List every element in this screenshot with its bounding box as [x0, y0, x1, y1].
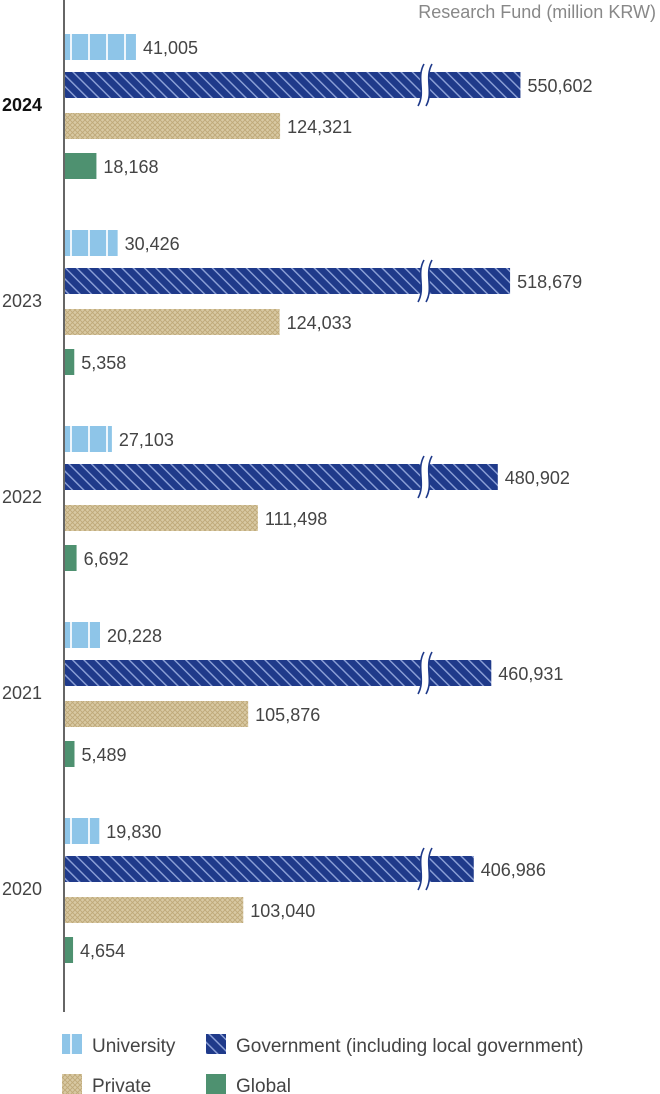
value-label-government-2024: 550,602	[527, 76, 592, 96]
year-label-2023: 2023	[2, 291, 42, 311]
axis-break-mark-2020-1	[425, 847, 433, 891]
value-label-private-2022: 111,498	[265, 509, 327, 529]
unit-label: Research Fund (million KRW)	[418, 2, 656, 22]
axis-break-mark-2021-1	[425, 651, 433, 695]
axis-break-gap-2024	[421, 66, 429, 104]
legend-label-private: Private	[92, 1076, 151, 1094]
value-label-government-2020: 406,986	[481, 860, 546, 880]
legend-label-university: University	[92, 1036, 176, 1057]
value-label-university-2021: 20,228	[107, 626, 162, 646]
bar-university-2023	[65, 230, 118, 256]
value-label-global-2022: 6,692	[84, 549, 129, 569]
axis-break-gap-2022	[421, 458, 429, 496]
bar-global-2024	[65, 153, 97, 179]
axis-break-mark-2021-0	[417, 651, 425, 695]
bar-global-2022	[65, 545, 77, 571]
value-label-government-2021: 460,931	[498, 664, 563, 684]
value-label-global-2023: 5,358	[81, 353, 126, 373]
year-label-2020: 2020	[2, 879, 42, 899]
bar-private-2023	[65, 309, 280, 335]
axis-break-mark-2023-1	[425, 259, 433, 303]
value-label-university-2023: 30,426	[125, 234, 180, 254]
value-label-private-2020: 103,040	[250, 901, 315, 921]
value-label-private-2023: 124,033	[287, 313, 352, 333]
value-label-government-2023: 518,679	[517, 272, 582, 292]
axis-break-gap-2021	[421, 654, 429, 692]
axis-break-mark-2024-1	[425, 63, 433, 107]
legend-label-government: Government (including local government)	[236, 1036, 583, 1057]
axis-break-mark-2023-0	[417, 259, 425, 303]
bar-government-2024	[65, 72, 521, 98]
year-label-2021: 2021	[2, 683, 42, 703]
year-label-2024: 2024	[2, 95, 42, 115]
bar-university-2020	[65, 818, 100, 844]
axis-break-gap-2020	[421, 850, 429, 888]
bar-government-2022	[65, 464, 498, 490]
legend-swatch-private	[62, 1074, 82, 1094]
axis-break-mark-2022-0	[417, 455, 425, 499]
value-label-global-2021: 5,489	[81, 745, 126, 765]
value-label-private-2021: 105,876	[255, 705, 320, 725]
legend-label-global: Global	[236, 1076, 291, 1094]
axis-break-mark-2020-0	[417, 847, 425, 891]
bar-global-2020	[65, 937, 74, 963]
legend-swatch-global	[206, 1074, 226, 1094]
bar-university-2024	[65, 34, 136, 60]
value-label-university-2020: 19,830	[106, 822, 161, 842]
value-label-university-2022: 27,103	[119, 430, 174, 450]
bar-university-2022	[65, 426, 112, 452]
value-label-private-2024: 124,321	[287, 117, 352, 137]
bar-global-2021	[65, 741, 75, 767]
bar-global-2023	[65, 349, 75, 375]
legend-swatch-university	[62, 1034, 82, 1054]
year-label-2022: 2022	[2, 487, 42, 507]
bars-group: 2024 41,005 550,602 124,321 18,168 2023 30,426…	[2, 34, 593, 963]
axis-break-gap-2023	[421, 262, 429, 300]
legend: University Government (including local go…	[62, 1034, 583, 1094]
bar-government-2023	[65, 268, 511, 294]
value-label-university-2024: 41,005	[143, 38, 198, 58]
bar-private-2024	[65, 113, 281, 139]
bar-private-2022	[65, 505, 258, 531]
value-label-government-2022: 480,902	[505, 468, 570, 488]
bar-private-2021	[65, 701, 249, 727]
value-label-global-2020: 4,654	[80, 941, 125, 961]
value-label-global-2024: 18,168	[103, 157, 158, 177]
axis-break-mark-2022-1	[425, 455, 433, 499]
bar-government-2020	[65, 856, 474, 882]
legend-swatch-government	[206, 1034, 226, 1054]
axis-break-mark-2024-0	[417, 63, 425, 107]
bar-private-2020	[65, 897, 244, 923]
bar-university-2021	[65, 622, 100, 648]
